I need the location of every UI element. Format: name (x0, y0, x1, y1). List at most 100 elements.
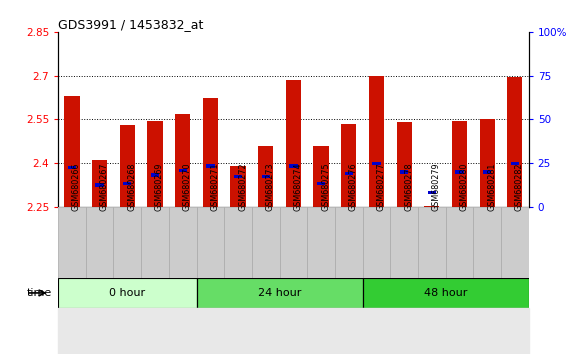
Bar (261, 175, 270, 178)
Bar (63, 336, 80, 349)
Bar (196, 278, 363, 308)
Bar (474, 207, 501, 278)
Bar (483, 170, 492, 174)
Bar (196, 207, 224, 278)
Text: GSM680272: GSM680272 (238, 162, 247, 211)
Bar (424, 206, 439, 207)
Bar (63, 315, 80, 329)
Bar (446, 207, 474, 278)
Bar (369, 76, 384, 207)
Bar (64, 96, 80, 207)
Bar (58, 207, 86, 278)
Text: GSM680282: GSM680282 (515, 162, 524, 211)
Bar (286, 80, 301, 207)
Bar (58, 278, 196, 308)
Bar (175, 114, 191, 207)
Text: GSM680280: GSM680280 (460, 162, 468, 211)
Text: 24 hour: 24 hour (258, 288, 302, 298)
Text: GSM680277: GSM680277 (376, 162, 385, 211)
Bar (113, 207, 141, 278)
Bar (363, 207, 390, 278)
Bar (203, 98, 218, 207)
Bar (169, 207, 196, 278)
Bar (345, 172, 353, 175)
Bar (258, 146, 273, 207)
Text: GSM680275: GSM680275 (321, 162, 330, 211)
Bar (92, 160, 107, 207)
Text: GSM680276: GSM680276 (349, 162, 358, 211)
Bar (390, 207, 418, 278)
Bar (307, 207, 335, 278)
Bar (279, 207, 307, 278)
Bar (335, 207, 363, 278)
Text: 48 hour: 48 hour (424, 288, 467, 298)
Bar (418, 207, 446, 278)
Bar (234, 175, 242, 178)
Bar (307, 207, 335, 278)
Bar (396, 122, 412, 207)
Bar (58, 207, 86, 278)
Bar (279, 207, 307, 278)
Bar (86, 207, 113, 278)
Bar (252, 207, 279, 278)
Bar (252, 207, 279, 278)
Bar (317, 182, 325, 185)
Bar (363, 278, 529, 308)
Bar (86, 207, 113, 278)
Bar (148, 121, 163, 207)
Bar (224, 207, 252, 278)
Text: GSM680268: GSM680268 (127, 162, 137, 211)
Bar (224, 207, 252, 278)
Bar (418, 207, 446, 278)
Bar (58, 278, 196, 308)
Bar (196, 278, 363, 308)
Bar (151, 173, 159, 177)
Bar (363, 278, 529, 308)
Bar (141, 207, 169, 278)
Bar (169, 207, 196, 278)
Bar (372, 161, 381, 165)
Text: transformed count: transformed count (87, 317, 184, 327)
Text: GSM680269: GSM680269 (155, 162, 164, 211)
Bar (501, 207, 529, 278)
Bar (428, 191, 436, 194)
Text: GSM680266: GSM680266 (72, 162, 81, 211)
Bar (507, 77, 522, 207)
Bar (196, 207, 224, 278)
Text: percentile rank within the sample: percentile rank within the sample (87, 337, 263, 348)
Bar (335, 207, 363, 278)
Text: GSM680279: GSM680279 (432, 162, 441, 211)
Bar (363, 207, 390, 278)
Bar (289, 165, 297, 168)
Bar (341, 124, 356, 207)
Text: GSM680270: GSM680270 (182, 162, 192, 211)
Text: time: time (27, 288, 52, 298)
Bar (390, 207, 418, 278)
Bar (141, 207, 169, 278)
Bar (95, 183, 104, 187)
Text: GSM680267: GSM680267 (99, 162, 109, 211)
Text: GDS3991 / 1453832_at: GDS3991 / 1453832_at (58, 18, 203, 31)
Bar (120, 125, 135, 207)
Text: GSM680274: GSM680274 (293, 162, 302, 211)
Bar (452, 121, 467, 207)
Text: GSM680273: GSM680273 (266, 162, 275, 211)
Bar (113, 207, 141, 278)
Bar (501, 207, 529, 278)
Bar (456, 170, 464, 174)
Bar (123, 182, 131, 185)
Bar (178, 169, 187, 172)
Bar (446, 207, 474, 278)
Text: GSM680271: GSM680271 (210, 162, 220, 211)
Bar (206, 165, 214, 168)
Bar (400, 170, 408, 174)
Text: GSM680281: GSM680281 (487, 162, 496, 211)
Text: GSM680278: GSM680278 (404, 162, 413, 211)
Bar (511, 161, 519, 165)
Bar (314, 146, 329, 207)
Text: 0 hour: 0 hour (109, 288, 145, 298)
Bar (479, 120, 495, 207)
Bar (68, 166, 76, 170)
Bar (231, 166, 246, 207)
Bar (474, 207, 501, 278)
